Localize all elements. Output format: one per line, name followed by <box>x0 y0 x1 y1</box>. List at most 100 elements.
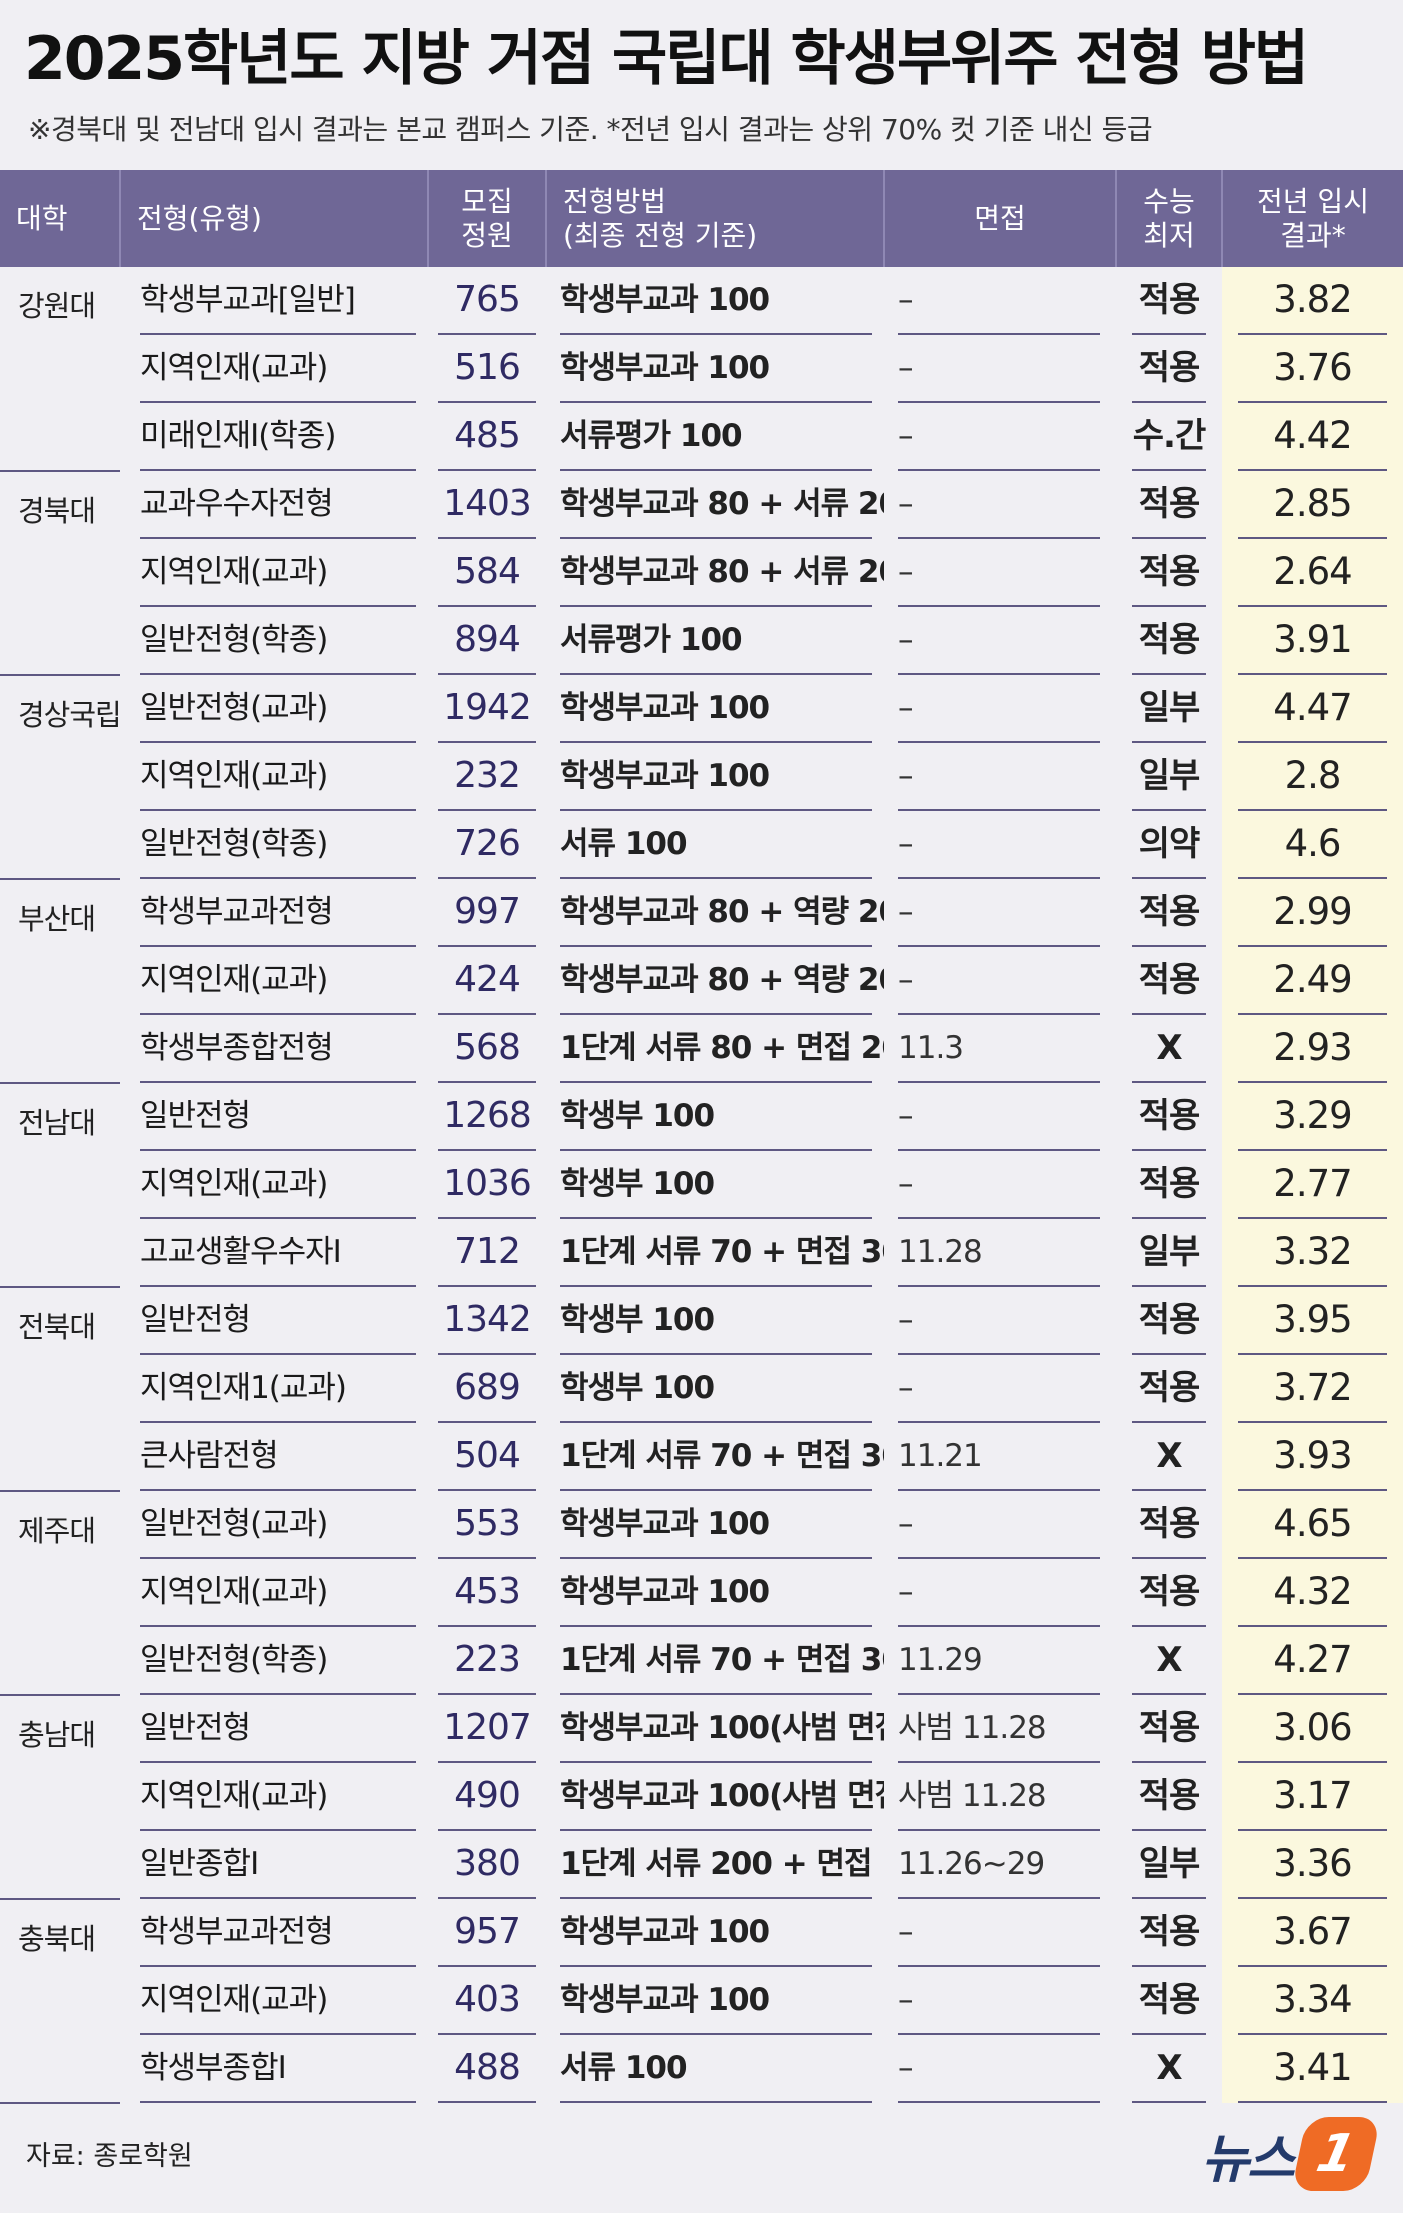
previous-result-cell: 3.34 <box>1222 1967 1403 2035</box>
admission-type: 일반전형(학종) <box>140 1627 416 1695</box>
selection-method: 학생부교과 100 <box>560 1899 872 1967</box>
admission-type: 지역인재(교과) <box>140 1151 416 1219</box>
selection-method-cell: 학생부교과 100 <box>546 743 884 811</box>
selection-method: 1단계 서류 70 + 면접 30 <box>560 1219 884 1287</box>
previous-result: 3.82 <box>1238 267 1387 335</box>
table-row: 충북대 학생부교과전형 957 학생부교과 100– 적용 3.67 <box>0 1899 1403 2104</box>
previous-result-cell: 3.72 <box>1222 1355 1403 1423</box>
capacity-cell: 453 <box>428 1559 546 1627</box>
suneung-minimum-cell: 적용 <box>1116 1355 1222 1423</box>
interview-date-cell: – <box>884 335 1116 403</box>
selection-method-cell: 1단계 서류 70 + 면접 30 <box>546 1627 884 1695</box>
selection-method-cell: 학생부 100 <box>546 1083 884 1151</box>
suneung-minimum: 적용 <box>1132 1151 1206 1219</box>
selection-method-cell: 서류평가 100 <box>546 607 884 675</box>
capacity: 380 <box>438 1831 536 1899</box>
previous-result-cell: 3.29 <box>1222 1083 1403 1151</box>
previous-result-cell: 3.95 <box>1222 1287 1403 1355</box>
header-capacity: 모집 정원 <box>427 170 546 267</box>
suneung-minimum-cell: 일부 <box>1116 1219 1222 1287</box>
admission-type: 지역인재(교과) <box>140 743 416 811</box>
capacity-cell: 488 <box>428 2035 546 2103</box>
interview-date-cell: – <box>884 403 1116 471</box>
admission-type-cell: 학생부종합Ⅰ <box>120 2035 428 2103</box>
suneung-minimum: X <box>1132 1015 1206 1083</box>
selection-method-cell: 학생부교과 100 <box>546 1491 884 1559</box>
suneung-minimum-cell: 적용 <box>1116 1967 1222 2035</box>
admission-type-cell: 미래인재Ⅰ(학종) <box>120 403 428 471</box>
interview-date: – <box>898 743 1100 811</box>
previous-result-cell: 3.91 <box>1222 607 1403 675</box>
previous-result: 2.77 <box>1238 1151 1387 1219</box>
suneung-minimum-cell: 일부 <box>1116 1831 1222 1899</box>
interview-date-cell: 11.26~29 <box>884 1831 1116 1899</box>
table-row: 강원대 학생부교과[일반] 765 학생부교과 100– 적용 3.82 <box>0 267 1403 472</box>
table-row: 지역인재(교과) 453 학생부교과 100– 적용 4.32 <box>0 1559 1403 1627</box>
previous-result: 3.32 <box>1238 1219 1387 1287</box>
admission-type-cell: 일반전형 <box>120 1695 428 1763</box>
capacity: 584 <box>438 539 536 607</box>
capacity-cell: 232 <box>428 743 546 811</box>
suneung-minimum-cell: 일부 <box>1116 743 1222 811</box>
admission-type-cell: 학생부교과[일반] <box>120 267 428 335</box>
selection-method: 서류 100 <box>560 811 872 879</box>
interview-date: – <box>898 879 1100 947</box>
suneung-minimum-cell: 적용 <box>1116 879 1222 947</box>
suneung-minimum-cell: 적용 <box>1116 539 1222 607</box>
interview-date: – <box>898 1491 1100 1559</box>
admission-type: 학생부교과전형 <box>140 879 416 947</box>
interview-date: – <box>898 539 1100 607</box>
previous-result-cell: 4.47 <box>1222 675 1403 743</box>
capacity-cell: 1342 <box>428 1287 546 1355</box>
university-name: 충북대 <box>0 1899 120 2104</box>
interview-date-cell: – <box>884 607 1116 675</box>
previous-result-cell: 4.6 <box>1222 811 1403 879</box>
suneung-minimum: 수.간 <box>1132 403 1206 471</box>
selection-method-cell: 학생부 100 <box>546 1151 884 1219</box>
admission-type: 지역인재(교과) <box>140 1967 416 2035</box>
interview-date-cell: – <box>884 1967 1116 2035</box>
capacity-cell: 726 <box>428 811 546 879</box>
admission-type: 미래인재Ⅰ(학종) <box>140 403 416 471</box>
header-university: 대학 <box>0 170 120 267</box>
suneung-minimum-cell: 적용 <box>1116 335 1222 403</box>
interview-date: – <box>898 1559 1100 1627</box>
table-row: 일반종합Ⅰ 380 1단계 서류 200 + 면접 10011.26~29 일부 3.3… <box>0 1831 1403 1899</box>
selection-method-cell: 서류 100 <box>546 811 884 879</box>
previous-result-cell: 3.41 <box>1222 2035 1403 2103</box>
interview-date-cell: 11.3 <box>884 1015 1116 1083</box>
capacity: 1403 <box>438 471 536 539</box>
interview-date-cell: – <box>884 1491 1116 1559</box>
interview-date-cell: – <box>884 1083 1116 1151</box>
previous-result: 3.91 <box>1238 607 1387 675</box>
interview-date-cell: – <box>884 947 1116 1015</box>
suneung-minimum: 적용 <box>1132 879 1206 947</box>
previous-result: 4.47 <box>1238 675 1387 743</box>
admission-type: 지역인재(교과) <box>140 947 416 1015</box>
selection-method: 학생부 100 <box>560 1355 872 1423</box>
suneung-minimum-cell: 적용 <box>1116 1151 1222 1219</box>
admission-type: 일반전형(학종) <box>140 607 416 675</box>
admission-type-cell: 일반전형(교과) <box>120 675 428 743</box>
admission-type: 학생부교과전형 <box>140 1899 416 1967</box>
previous-result-cell: 2.85 <box>1222 471 1403 539</box>
table-row: 학생부종합Ⅰ 488 서류 100– X 3.41 <box>0 2035 1403 2103</box>
previous-result: 3.36 <box>1238 1831 1387 1899</box>
capacity: 232 <box>438 743 536 811</box>
suneung-minimum: 일부 <box>1132 1831 1206 1899</box>
interview-date: – <box>898 267 1100 335</box>
interview-date-cell: – <box>884 1151 1116 1219</box>
interview-date-cell: 11.28 <box>884 1219 1116 1287</box>
capacity: 223 <box>438 1627 536 1695</box>
suneung-minimum-cell: 수.간 <box>1116 403 1222 471</box>
table-row: 경북대 교과우수자전형 1403 학생부교과 80 + 서류 20– 적용 2.85 <box>0 471 1403 676</box>
admission-type-cell: 큰사람전형 <box>120 1423 428 1491</box>
interview-date: – <box>898 1083 1100 1151</box>
admission-type: 일반전형 <box>140 1287 416 1355</box>
table-row: 전북대 일반전형 1342 학생부 100– 적용 3.95 <box>0 1287 1403 1492</box>
interview-date: – <box>898 471 1100 539</box>
previous-result: 3.72 <box>1238 1355 1387 1423</box>
admission-type-cell: 지역인재(교과) <box>120 335 428 403</box>
previous-result: 3.29 <box>1238 1083 1387 1151</box>
news1-logo: 뉴스 1 <box>1201 2114 1381 2194</box>
